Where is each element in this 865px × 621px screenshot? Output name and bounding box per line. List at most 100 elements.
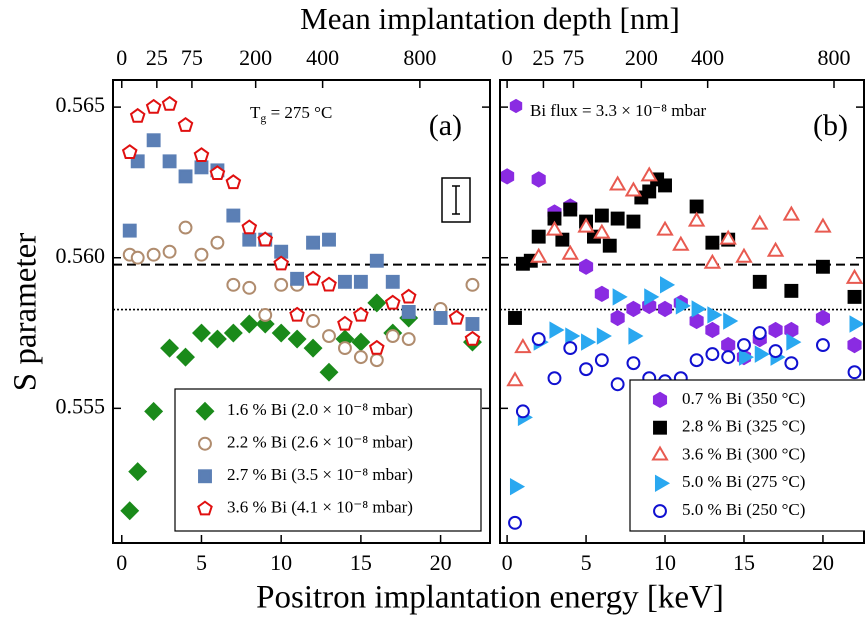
x-tick-label: 0 — [502, 550, 513, 575]
y-tick-label: 0.560 — [56, 243, 106, 268]
marker — [738, 348, 755, 366]
plot-frame — [499, 79, 865, 544]
x2-tick-label: 75 — [181, 45, 203, 70]
x2-tick-label: 800 — [403, 45, 436, 70]
marker — [287, 329, 307, 349]
marker — [549, 321, 565, 339]
marker — [707, 306, 723, 324]
marker — [145, 98, 162, 114]
marker — [465, 317, 480, 331]
marker — [337, 341, 352, 356]
marker — [672, 235, 690, 251]
marker — [193, 147, 210, 162]
x2-tick-label: 200 — [239, 45, 272, 70]
legend-label: 2.8 % Bi (325 °C) — [682, 417, 805, 436]
marker — [815, 309, 830, 327]
legend-label: 0.7 % Bi (350 °C) — [682, 389, 805, 408]
error-bar-symbol — [452, 185, 460, 215]
marker — [271, 323, 291, 343]
marker — [626, 300, 641, 318]
x2-tick-label: 200 — [625, 45, 658, 70]
x2-tick-label: 0 — [116, 45, 127, 70]
marker — [257, 231, 274, 247]
marker — [367, 293, 387, 313]
marker — [847, 336, 862, 354]
legend-label: 1.6 % Bi (2.0 × 10⁻⁸ mbar) — [227, 400, 413, 419]
marker — [847, 365, 862, 380]
marker — [577, 217, 595, 233]
marker — [657, 300, 673, 318]
legend-label: 2.7 % Bi (3.5 × 10⁻⁸ mbar) — [227, 465, 413, 484]
marker — [815, 259, 830, 274]
marker — [814, 217, 832, 233]
marker — [242, 232, 257, 247]
marker — [561, 244, 579, 260]
marker — [768, 321, 783, 339]
legend-label: 3.6 % Bi (300 °C) — [682, 444, 805, 463]
marker — [121, 144, 138, 159]
x2-tick-label: 75 — [562, 45, 584, 70]
marker — [385, 274, 400, 289]
marker — [289, 306, 305, 322]
x2-tick-label: 0 — [502, 45, 513, 70]
annotation-text: Bi flux = 3.3 × 10⁻⁸ mbar — [530, 101, 707, 120]
marker — [337, 274, 352, 289]
annotation-text: (b) — [813, 109, 848, 142]
annotation: Bi flux = 3.3 × 10⁻⁸ mbar — [530, 101, 707, 120]
marker — [433, 311, 448, 325]
marker — [766, 241, 785, 257]
marker — [751, 214, 769, 230]
marker — [719, 229, 737, 245]
x-tick-label: 5 — [196, 550, 207, 575]
marker — [555, 232, 570, 247]
marker — [687, 211, 706, 227]
marker — [130, 250, 145, 265]
marker — [353, 274, 368, 289]
marker — [508, 515, 522, 530]
marker — [531, 229, 546, 244]
marker — [198, 436, 212, 451]
annotation: Tg = 275 °C — [250, 103, 332, 125]
marker — [225, 174, 242, 190]
x-tick-label: 20 — [430, 550, 452, 575]
marker — [146, 247, 161, 262]
marker — [768, 344, 783, 359]
marker — [306, 235, 321, 250]
marker — [465, 277, 480, 292]
marker — [626, 214, 641, 229]
marker — [705, 235, 720, 250]
marker — [752, 274, 767, 289]
legend-label: 3.6 % Bi (4.1 × 10⁻⁸ mbar) — [227, 498, 413, 517]
marker — [735, 247, 753, 263]
marker — [369, 353, 384, 368]
marker — [319, 362, 339, 382]
marker — [239, 314, 259, 334]
marker — [322, 329, 336, 344]
marker — [547, 371, 562, 386]
marker — [644, 288, 660, 306]
marker — [849, 315, 864, 333]
marker — [146, 133, 161, 148]
x2-axis-title: Mean implantation depth [nm] — [300, 1, 680, 36]
marker — [273, 255, 290, 271]
marker — [531, 171, 546, 188]
marker — [223, 323, 243, 343]
legend-label: 2.2 % Bi (2.6 × 10⁻⁸ mbar) — [227, 433, 413, 452]
marker — [721, 350, 736, 365]
marker — [579, 258, 594, 275]
marker — [642, 184, 657, 199]
marker — [563, 341, 578, 356]
marker — [176, 347, 195, 367]
marker — [178, 169, 193, 184]
marker — [754, 345, 770, 363]
annotation: (b) — [813, 109, 848, 142]
marker — [602, 238, 617, 253]
marker — [321, 276, 337, 292]
marker — [612, 288, 628, 306]
marker — [689, 199, 704, 214]
marker — [610, 211, 625, 226]
marker — [624, 181, 643, 197]
x-tick-label: 15 — [733, 550, 755, 575]
marker — [368, 339, 385, 355]
